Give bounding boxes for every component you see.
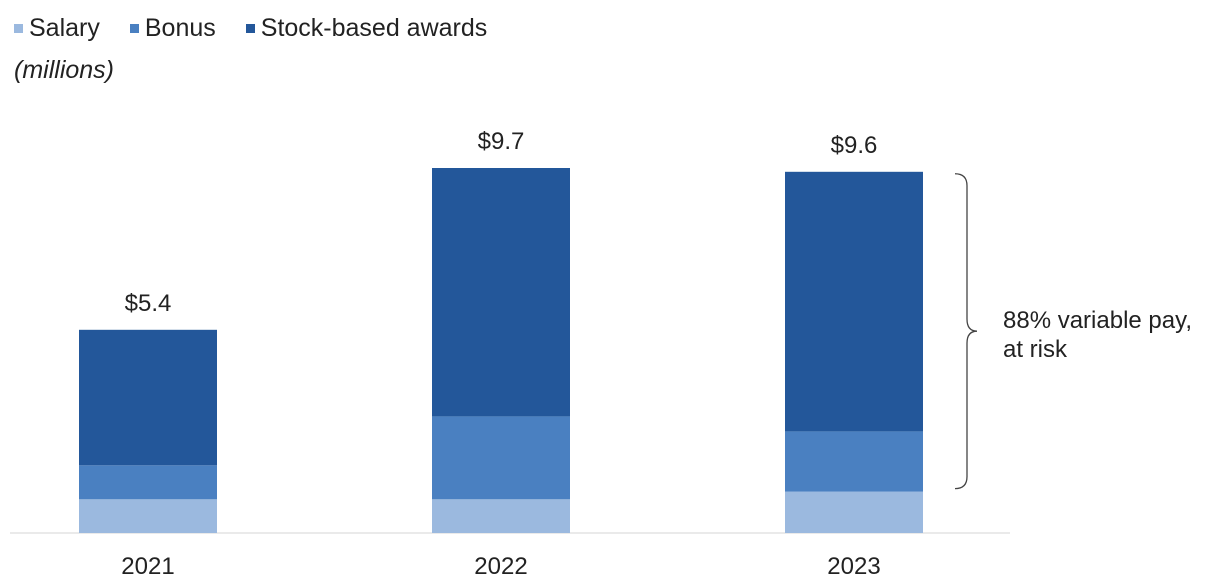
bar-bonus-2023 xyxy=(785,431,923,492)
chart-legend: Salary Bonus Stock-based awards xyxy=(14,12,487,44)
legend-item-salary: Salary xyxy=(14,14,100,43)
bar-stock-based-awards-2023 xyxy=(785,171,923,432)
annotation-line-2: at risk xyxy=(1003,336,1068,363)
legend-item-stock-based-awards: Stock-based awards xyxy=(245,13,488,43)
x-tick-label-2022: 2022 xyxy=(474,553,527,577)
legend-swatch-bonus xyxy=(129,23,139,33)
total-label-2023: $9.6 xyxy=(831,132,878,159)
bar-stock-based-awards-2021 xyxy=(79,329,217,466)
x-tick-label-2023: 2023 xyxy=(827,553,880,577)
total-label-2021: $5.4 xyxy=(125,290,172,317)
bar-bonus-2022 xyxy=(432,416,570,500)
bar-salary-2023 xyxy=(785,491,923,533)
bar-bonus-2021 xyxy=(79,465,217,500)
legend-swatch-stock-based-awards xyxy=(245,23,255,33)
legend-item-bonus: Bonus xyxy=(129,13,216,43)
total-label-2022: $9.7 xyxy=(478,128,525,155)
legend-label-bonus: Bonus xyxy=(144,13,216,42)
legend-swatch-salary xyxy=(14,23,23,33)
unit-label: (millions) xyxy=(14,56,114,84)
x-tick-label-2021: 2021 xyxy=(121,553,174,577)
bar-salary-2021 xyxy=(79,499,217,533)
variable-pay-brace xyxy=(954,173,978,490)
legend-label-stock-based-awards: Stock-based awards xyxy=(260,13,488,42)
annotation-line-1: 88% variable pay, xyxy=(1003,307,1192,334)
bar-stock-based-awards-2022 xyxy=(432,168,570,417)
legend-label-salary: Salary xyxy=(29,13,100,42)
bar-salary-2022 xyxy=(432,499,570,533)
